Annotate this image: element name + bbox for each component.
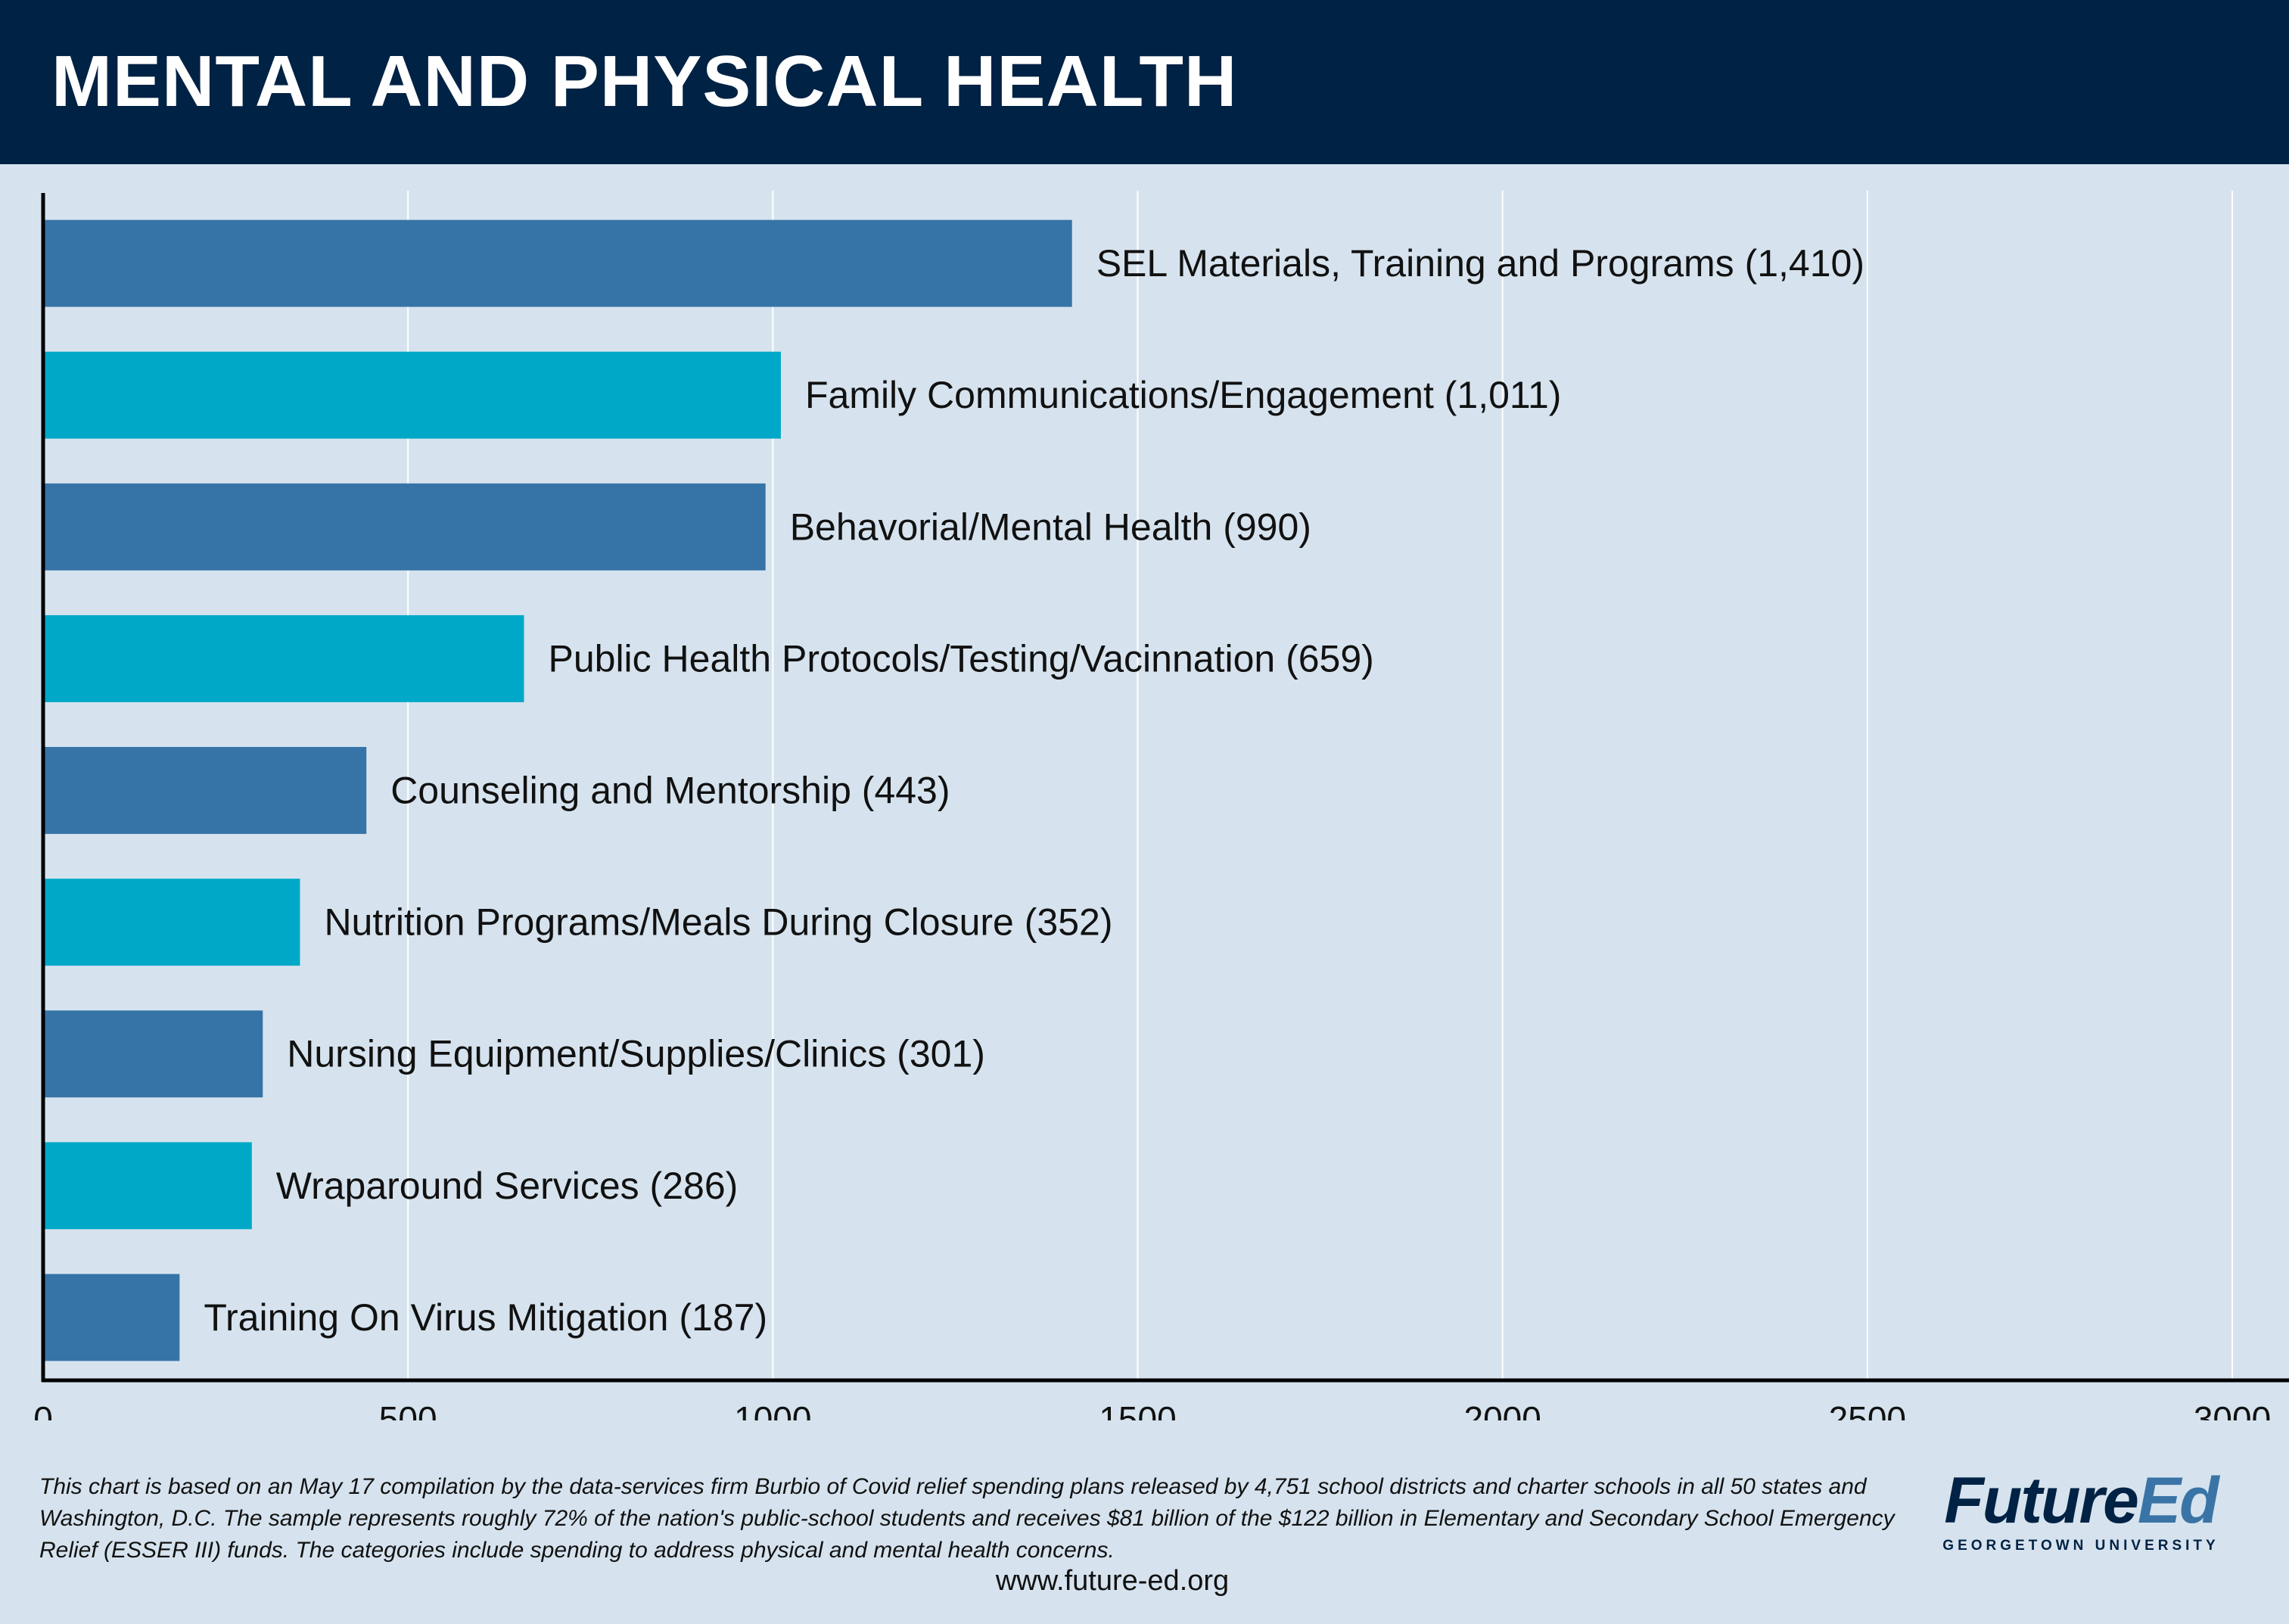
bar (43, 1274, 180, 1361)
futureed-logo: FutureEd GEORGETOWN UNIVERSITY (1937, 1468, 2225, 1554)
x-tick-label: 3000 (2194, 1399, 2271, 1420)
bar (43, 879, 300, 966)
logo-word-future: Future (1944, 1464, 2139, 1537)
x-tick-label: 0 (33, 1399, 53, 1420)
bar-label: Training On Virus Mitigation (187) (204, 1296, 767, 1339)
bar-label: Nutrition Programs/Meals During Closure … (324, 901, 1112, 944)
website-url[interactable]: www.future-ed.org (995, 1565, 1230, 1597)
bar-label: Nursing Equipment/Supplies/Clinics (301) (287, 1033, 985, 1075)
chart-title: MENTAL AND PHYSICAL HEALTH (51, 41, 1238, 122)
bar (43, 1010, 263, 1098)
x-tick-label: 2500 (1829, 1399, 1906, 1420)
bar-chart: SEL Materials, Training and Programs (1,… (33, 191, 2289, 1420)
x-tick-label: 1000 (734, 1399, 811, 1420)
bar-label: Public Health Protocols/Testing/Vacinnat… (548, 637, 1373, 680)
bar (43, 747, 367, 834)
logo-word-ed: Ed (2137, 1464, 2219, 1537)
bar (43, 614, 524, 702)
bar (43, 351, 781, 439)
x-tick-label: 2000 (1463, 1399, 1541, 1420)
x-tick-label: 500 (379, 1399, 437, 1420)
bar-label: Counseling and Mentorship (443) (390, 770, 950, 812)
logo-wordmark: FutureEd (1937, 1468, 2225, 1533)
x-tick-label: 1500 (1099, 1399, 1176, 1420)
bar-label: Family Communications/Engagement (1,011) (805, 374, 1562, 416)
bar-label: Behavorial/Mental Health (990) (790, 506, 1311, 548)
header-banner: MENTAL AND PHYSICAL HEALTH (0, 0, 2289, 164)
bar (43, 483, 766, 571)
bar-label: SEL Materials, Training and Programs (1,… (1096, 242, 1864, 285)
logo-subtitle: GEORGETOWN UNIVERSITY (1942, 1538, 2219, 1554)
bar (43, 1142, 252, 1230)
bar-label: Wraparound Services (286) (276, 1165, 738, 1207)
footnote: This chart is based on an May 17 compila… (39, 1474, 1895, 1563)
bar (43, 219, 1072, 307)
